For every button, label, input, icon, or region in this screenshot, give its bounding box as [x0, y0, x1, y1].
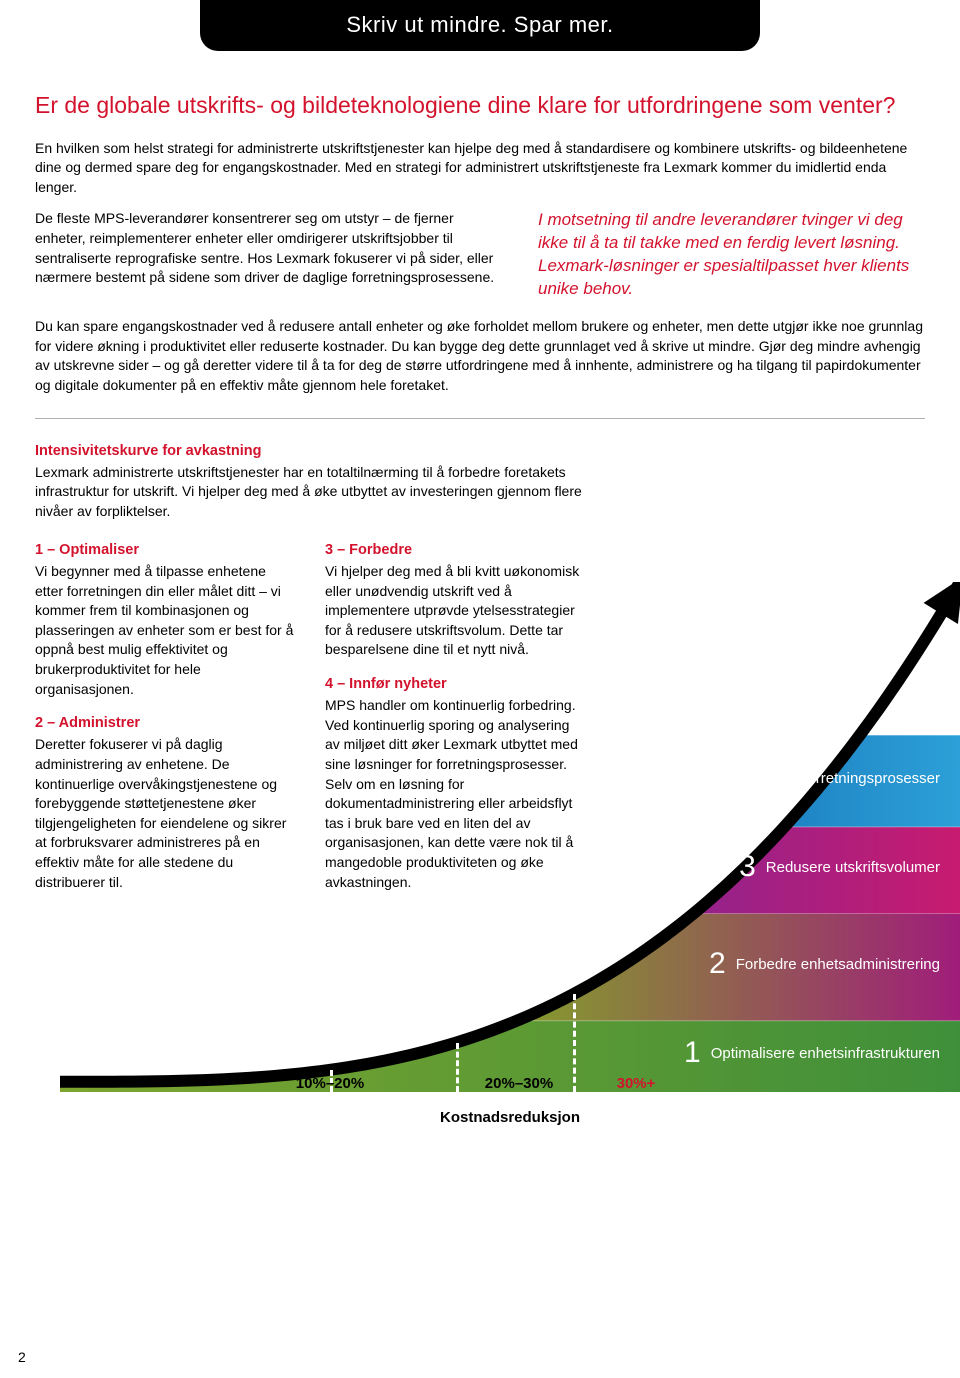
intensity-title: Intensivitetskurve for avkastning	[35, 441, 925, 461]
chart-layer-text: Optimalisere enhetsinfrastrukturen	[711, 1043, 940, 1064]
chart-layer-number: 4	[712, 757, 729, 799]
chart-layer-number: 3	[739, 846, 756, 888]
chart-layer-text: Forbedre forretningsprosesser	[738, 768, 940, 789]
curve-arrow	[60, 582, 960, 1092]
page-headline: Er de globale utskrifts- og bildeteknolo…	[35, 91, 925, 121]
chart-container: Sparing og produktivitet Kostnadsreduksj…	[35, 552, 960, 1132]
closing-paragraph: Du kan spare engangskostnader ved å redu…	[35, 317, 925, 395]
chart-layer-number: 1	[684, 1032, 701, 1074]
header-tab: Skriv ut mindre. Spar mer.	[200, 0, 760, 51]
chart-layer-text: Redusere utskriftsvolumer	[766, 857, 940, 878]
header-title: Skriv ut mindre. Spar mer.	[346, 12, 613, 37]
two-column-block: De fleste MPS-leverandører konsentrerer …	[35, 209, 925, 301]
x-axis-label: 30%+	[617, 1073, 656, 1094]
divider	[35, 418, 925, 419]
chart-layer-label: 2 Forbedre enhetsadministrering	[709, 943, 940, 985]
chart-dashline	[573, 994, 576, 1092]
chart-layer-label: 4 Forbedre forretningsprosesser	[712, 757, 940, 799]
page-number: 2	[18, 1348, 26, 1368]
intensity-intro: Lexmark administrerte utskriftstjenester…	[35, 463, 595, 522]
chart-dashline	[456, 1043, 459, 1092]
left-paragraph: De fleste MPS-leverandører konsentrerer …	[35, 209, 508, 287]
intensity-curve-chart: Sparing og produktivitet Kostnadsreduksj…	[60, 582, 960, 1092]
intensity-section: Intensivitetskurve for avkastning Lexmar…	[35, 441, 925, 522]
x-axis-label: 20%–30%	[485, 1073, 553, 1094]
x-axis-label: 10%–20%	[296, 1073, 364, 1094]
intro-paragraph: En hvilken som helst strategi for admini…	[35, 139, 925, 198]
x-axis-title: Kostnadsreduksjon	[440, 1107, 580, 1128]
chart-layer-label: 3 Redusere utskriftsvolumer	[739, 846, 940, 888]
chart-layer-text: Forbedre enhetsadministrering	[736, 954, 940, 975]
chart-layer-number: 2	[709, 943, 726, 985]
callout-text: I motsetning til andre leverandører tvin…	[538, 209, 925, 301]
chart-layer-label: 1 Optimalisere enhetsinfrastrukturen	[684, 1032, 940, 1074]
